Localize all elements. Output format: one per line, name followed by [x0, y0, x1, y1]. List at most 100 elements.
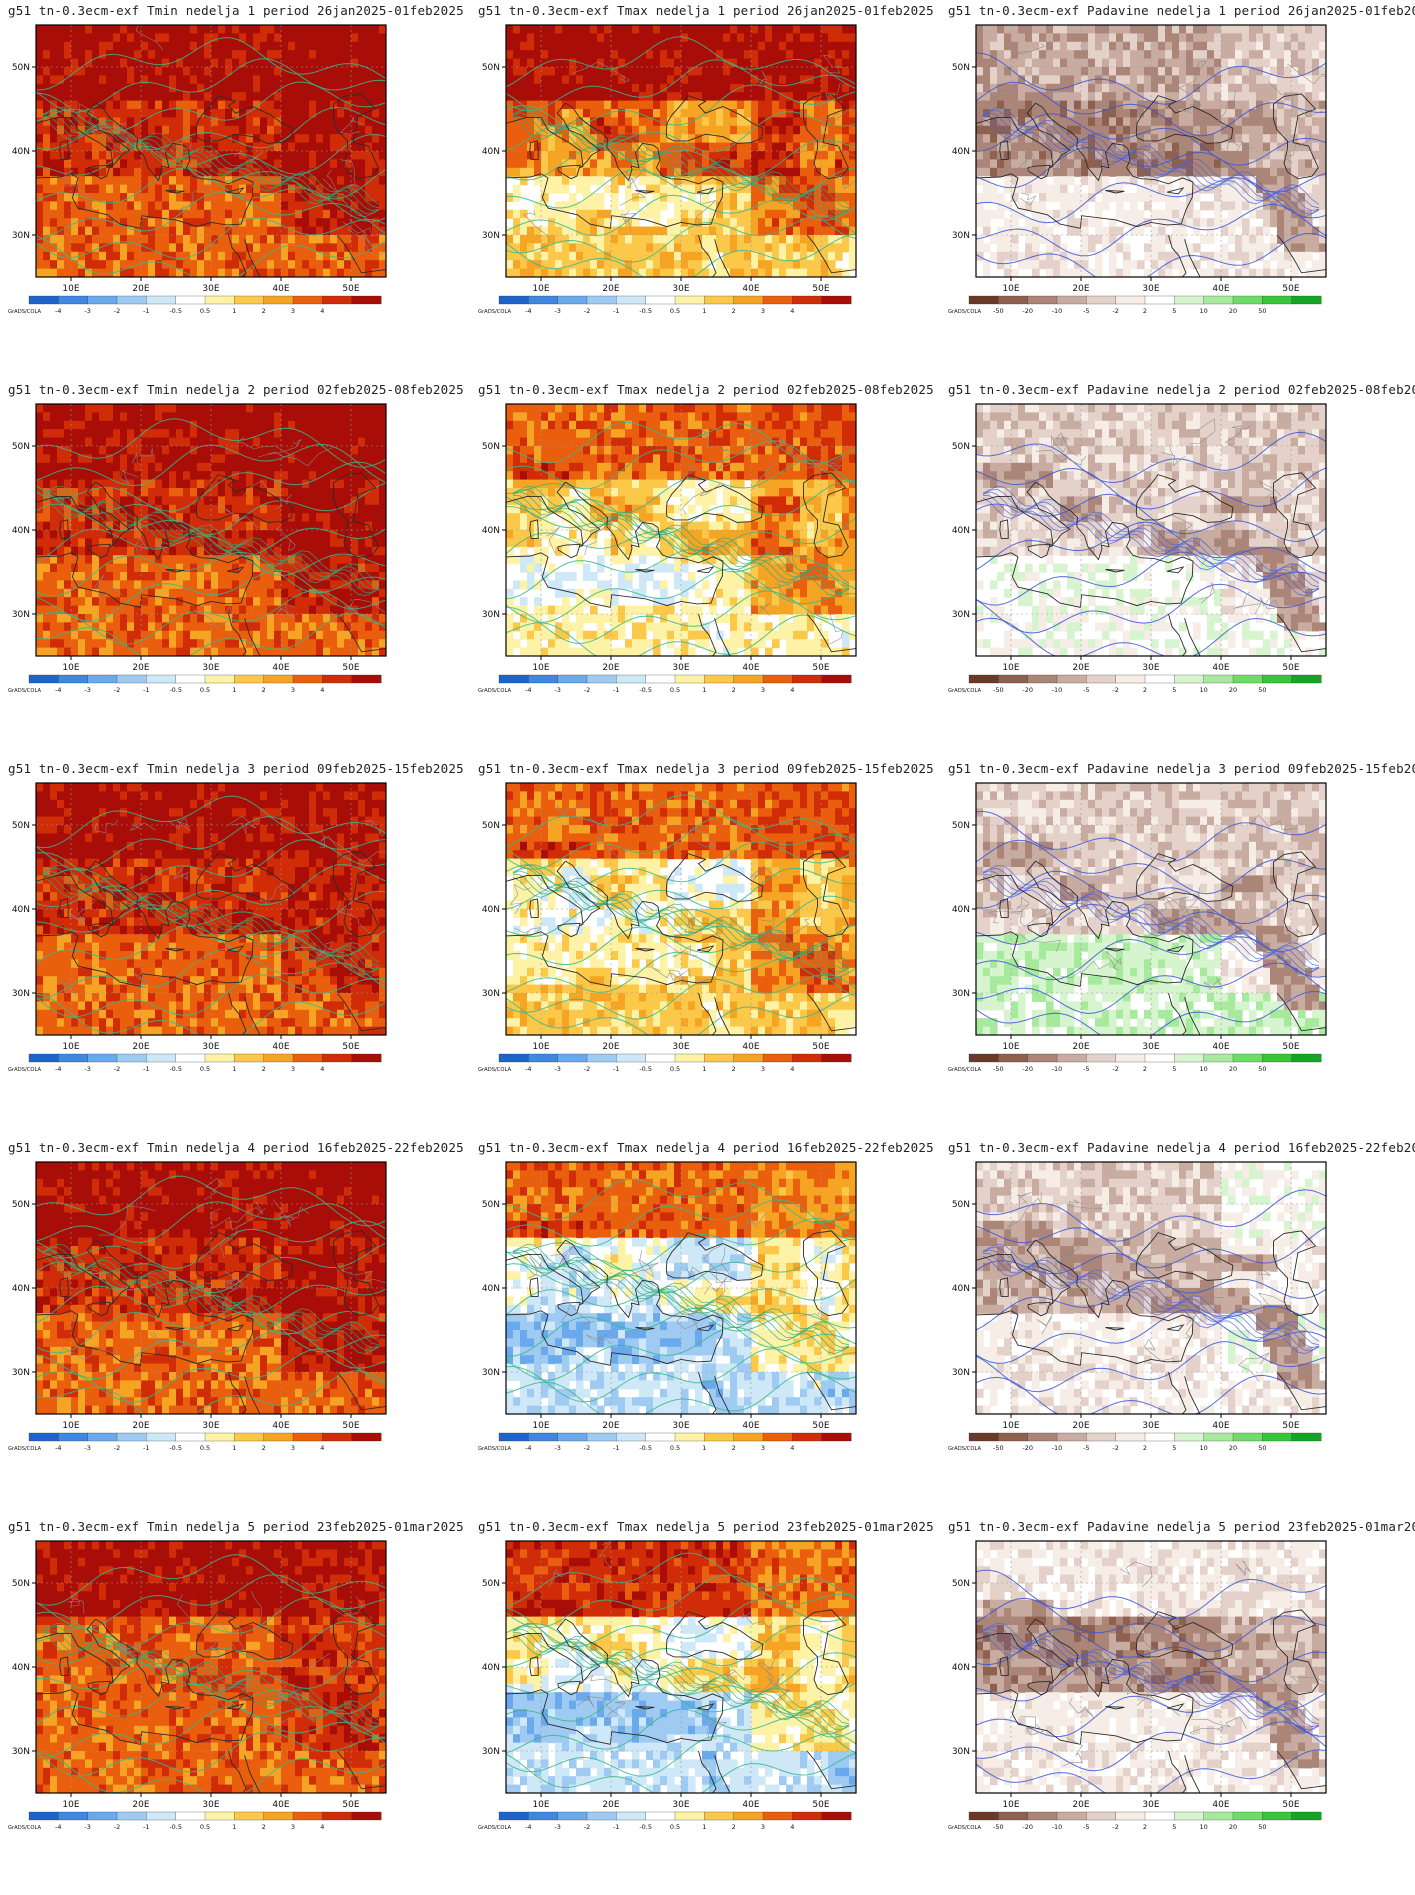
grid-cell: [1291, 117, 1299, 127]
grid-cell: [218, 454, 226, 464]
grid-cell: [183, 235, 191, 244]
grid-cell: [1242, 134, 1250, 144]
grid-cell: [288, 25, 296, 34]
grid-cell: [365, 117, 373, 127]
grid-cell: [1263, 109, 1271, 118]
grid-cell: [1186, 67, 1194, 76]
grid-cell: [688, 67, 696, 76]
grid-cell: [772, 243, 780, 253]
grid-cell: [779, 67, 787, 76]
grid-cell: [239, 134, 247, 144]
grid-cell: [716, 184, 724, 194]
grid-cell: [709, 92, 717, 102]
colorbar-segment: [498, 295, 529, 305]
grid-cell: [1137, 226, 1145, 236]
grid-cell: [681, 176, 689, 186]
grid-cell: [134, 67, 142, 76]
grid-cell: [506, 243, 514, 253]
grid-cell: [183, 437, 191, 447]
grid-cell: [183, 201, 191, 211]
grid-cell: [1165, 58, 1173, 68]
grid-cell: [793, 50, 801, 60]
grid-cell: [632, 67, 640, 76]
grid-cell: [723, 251, 731, 261]
grid-cell: [57, 67, 65, 76]
grid-cell: [1053, 92, 1061, 102]
grid-cell: [1242, 226, 1250, 236]
grid-cell: [246, 125, 254, 135]
grid-cell: [597, 167, 605, 177]
grid-cell: [239, 50, 247, 60]
grid-cell: [351, 454, 359, 464]
grid-cell: [1116, 83, 1124, 93]
grid-cell: [288, 33, 296, 43]
grid-cell: [302, 83, 310, 93]
grid-cell: [695, 83, 703, 93]
colorbar-label: 0.5: [670, 307, 680, 315]
grid-cell: [323, 235, 331, 244]
grid-cell: [316, 260, 324, 270]
grid-cell: [155, 142, 163, 152]
grid-cell: [653, 193, 661, 202]
grid-cell: [365, 243, 373, 253]
grid-cell: [372, 226, 380, 236]
grid-cell: [1186, 151, 1194, 160]
grid-cell: [1277, 193, 1285, 202]
coastline: [1184, 239, 1207, 277]
grid-cell: [50, 184, 58, 194]
grid-cell: [744, 25, 752, 34]
grid-cell: [1067, 176, 1075, 186]
grid-cell: [260, 184, 268, 194]
grid-cell: [71, 404, 79, 413]
grid-cell: [583, 151, 591, 160]
grid-cell: [1277, 125, 1285, 135]
grid-cell: [1032, 176, 1040, 186]
grid-cell: [1137, 100, 1145, 110]
grid-cell: [274, 201, 282, 211]
grid-cell: [253, 226, 261, 236]
grid-cell: [113, 437, 121, 447]
grid-cell: [569, 67, 577, 76]
grid-cell: [793, 201, 801, 211]
grid-cell: [1074, 151, 1082, 160]
grid-cell: [744, 75, 752, 85]
grid-cell: [990, 251, 998, 261]
grid-cell: [43, 134, 51, 144]
grid-cell: [520, 50, 528, 60]
grid-cell: [50, 412, 58, 422]
grid-cell: [1270, 41, 1278, 51]
grid-cell: [316, 184, 324, 194]
grid-cell: [723, 125, 731, 135]
grid-cell: [1179, 100, 1187, 110]
grid-cell: [57, 235, 65, 244]
grid-cell: [597, 92, 605, 102]
grid-cell: [232, 151, 240, 160]
grid-cell: [569, 75, 577, 85]
grid-cell: [1228, 201, 1236, 211]
grid-cell: [64, 109, 72, 118]
grid-cell: [78, 75, 86, 85]
grid-cell: [169, 201, 177, 211]
grid-cell: [625, 41, 633, 51]
grid-cell: [1207, 167, 1215, 177]
colorbar-segment: [1086, 295, 1117, 305]
grid-cell: [190, 75, 198, 85]
grid-cell: [716, 75, 724, 85]
grid-cell: [786, 58, 794, 68]
grid-cell: [183, 92, 191, 102]
grid-cell: [211, 184, 219, 194]
grid-cell: [807, 100, 815, 110]
grid-cell: [1263, 260, 1271, 270]
grid-cell: [1095, 235, 1103, 244]
grid-cell: [1186, 193, 1194, 202]
grid-cell: [506, 251, 514, 261]
grid-cell: [1053, 167, 1061, 177]
grid-cell: [1102, 193, 1110, 202]
grid-cell: [148, 159, 156, 169]
grid-cell: [50, 75, 58, 85]
grid-cell: [723, 92, 731, 102]
grid-cell: [520, 100, 528, 110]
grid-cell: [793, 142, 801, 152]
grid-cell: [274, 125, 282, 135]
grid-cell: [155, 218, 163, 228]
